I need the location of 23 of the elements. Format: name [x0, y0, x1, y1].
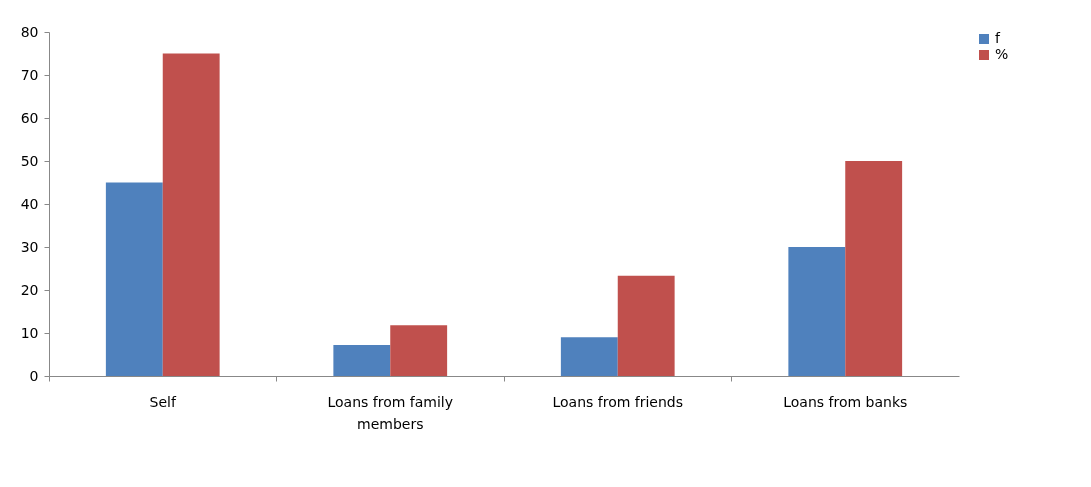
legend-label: % [995, 46, 1009, 62]
bar [788, 247, 846, 376]
bar [617, 275, 675, 376]
bar [560, 337, 618, 376]
x-tick-label: Self [149, 393, 177, 410]
y-tick-label: 10 [20, 324, 39, 341]
x-tick-label: Loans from family members [327, 393, 454, 432]
bar [162, 53, 220, 376]
y-tick-label: 50 [20, 152, 39, 169]
bar [105, 182, 163, 376]
bar [845, 161, 903, 376]
bar [333, 345, 391, 376]
y-tick-label: 0 [29, 367, 39, 384]
bar [390, 325, 448, 376]
x-tick-label: Loans from banks [783, 393, 908, 410]
x-tick-label: Loans from friends [552, 393, 684, 410]
y-tick-label: 70 [20, 66, 39, 83]
legend-label: f [995, 30, 1001, 46]
y-tick-label: 80 [20, 23, 39, 40]
y-tick-label: 30 [20, 238, 39, 255]
y-tick-label: 20 [20, 281, 39, 298]
y-tick-label: 40 [20, 195, 39, 212]
y-tick-label: 60 [20, 109, 39, 126]
